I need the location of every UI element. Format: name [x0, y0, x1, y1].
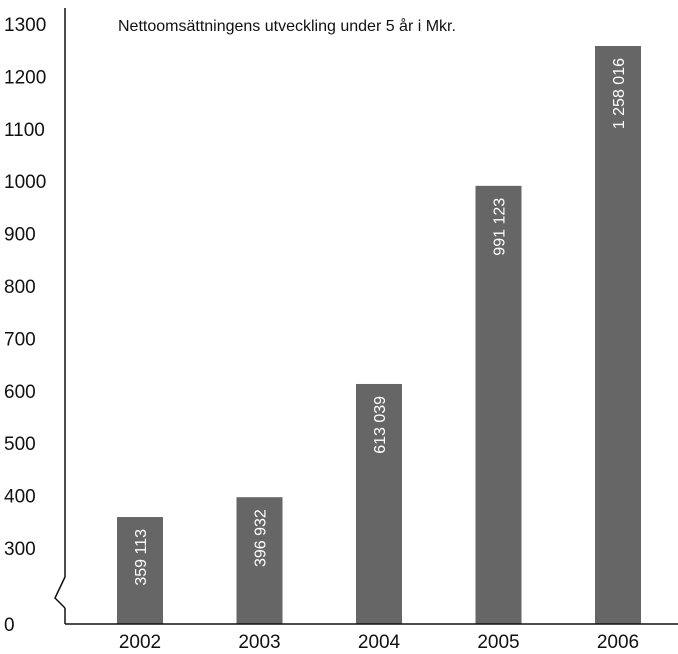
bar-value-label: 613 039: [372, 396, 389, 454]
x-tick-label: 2002: [119, 632, 161, 653]
y-tick-label: 300: [4, 539, 36, 560]
y-tick-label: 600: [4, 382, 36, 403]
x-tick-label: 2004: [358, 632, 401, 653]
bar-2003: [236, 497, 283, 624]
y-tick-label: 900: [4, 225, 36, 246]
y-axis-ticks: 0 300 400 500 600 700 800 900 1000 1100 1200 1300: [4, 15, 46, 636]
x-tick-label: 2003: [238, 632, 280, 653]
bar-value-label: 1 258 016: [611, 58, 628, 129]
x-axis-ticks: 2002 2003 2004 2005 2006: [119, 632, 639, 653]
bar-2002: [117, 517, 163, 624]
bar-value-label: 991 123: [492, 198, 509, 256]
y-tick-label: 400: [4, 487, 36, 508]
x-tick-label: 2005: [477, 632, 519, 653]
bar-2005: [475, 185, 522, 624]
bar-2004: [356, 383, 402, 624]
y-tick-label: 1200: [4, 67, 46, 88]
y-tick-label: 700: [4, 329, 36, 350]
y-tick-label: 1000: [4, 172, 46, 193]
y-tick-label: 800: [4, 277, 36, 298]
y-tick-label: 0: [4, 615, 15, 636]
bars: 359 113 396 932 613 039 991 123 1 258 016: [117, 45, 641, 624]
chart-title: Nettoomsättningens utveckling under 5 år…: [118, 17, 456, 35]
y-tick-label: 1100: [4, 120, 45, 141]
bar-value-label: 359 113: [133, 529, 150, 586]
bar-value-label: 396 932: [253, 509, 270, 567]
x-tick-label: 2006: [597, 632, 639, 653]
bar-2006: [595, 45, 641, 624]
axis-break-mark: [54, 576, 66, 609]
y-tick-label: 1300: [4, 15, 46, 36]
y-tick-label: 500: [4, 434, 36, 455]
